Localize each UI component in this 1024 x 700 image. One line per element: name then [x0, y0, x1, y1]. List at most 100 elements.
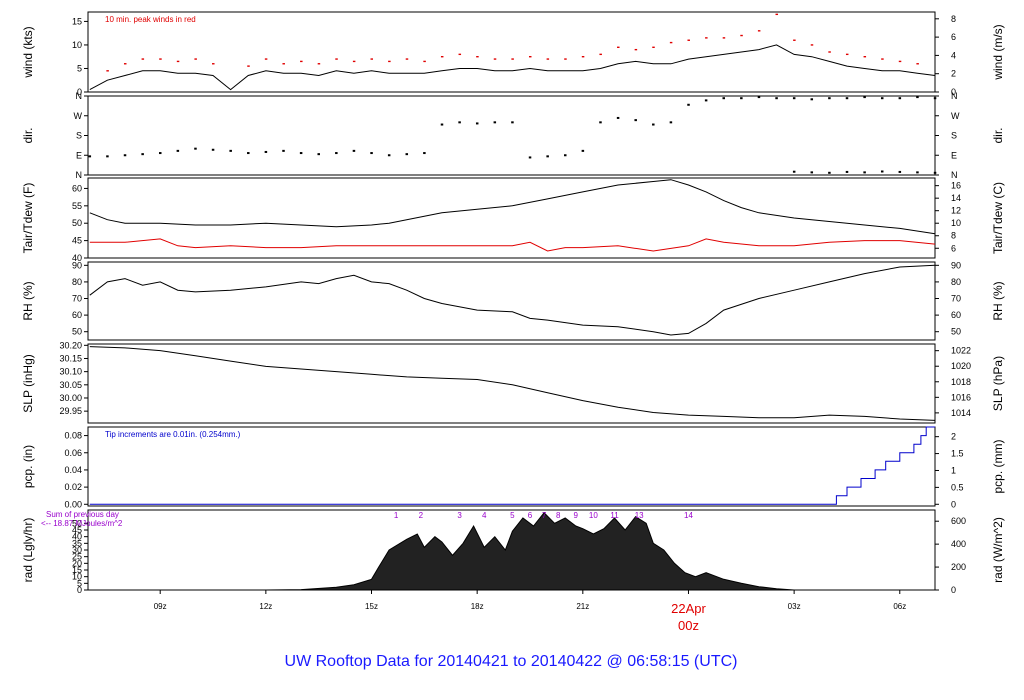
dir-point — [387, 154, 391, 157]
panel-frame — [87, 11, 936, 93]
y-tick-label-left: 0.04 — [64, 465, 82, 475]
y-tick-label-right: 90 — [951, 260, 961, 270]
peak-wind-point — [722, 37, 726, 39]
y-tick-label-right: 14 — [951, 193, 961, 203]
x-tick-label: 00z — [678, 618, 699, 633]
peak-wind-point — [687, 39, 690, 41]
y-tick-label-right: 1018 — [951, 377, 971, 387]
y-tick-label-left: 30.00 — [59, 393, 82, 403]
dir-point — [546, 155, 549, 158]
dir-point — [440, 123, 444, 126]
y-tick-label-right: 12 — [951, 206, 961, 216]
y-tick-label-left: W — [74, 111, 83, 121]
x-date-label: 22Apr — [671, 601, 706, 616]
y-tick-label-left: 29.95 — [59, 406, 82, 416]
peak-wind-point — [528, 56, 532, 58]
y-tick-label-left: 45 — [72, 236, 82, 246]
peak-wind-point — [669, 41, 673, 44]
peak-wind-point — [370, 58, 374, 60]
peak-wind-point — [775, 13, 779, 16]
y-tick-label-left: 0.02 — [64, 482, 82, 492]
y-axis-label-left: RH (%) — [21, 281, 35, 320]
peak-wind-point — [141, 58, 145, 60]
dir-point — [687, 103, 690, 106]
y-tick-label-right: 1014 — [951, 408, 971, 418]
y-tick-label-left: 0.06 — [64, 448, 82, 458]
panel-frame — [87, 426, 936, 507]
hour-marker-label: 9 — [574, 511, 579, 520]
footer-title: UW Rooftop Data for 20140421 to 20140422… — [285, 653, 738, 670]
dir-point — [264, 150, 268, 153]
dir-point — [916, 96, 919, 99]
dir-point — [176, 149, 180, 152]
dir-point — [828, 97, 831, 100]
peak-wind-point — [264, 58, 268, 60]
y-tick-label-left: 30.10 — [59, 367, 82, 377]
dir-point — [810, 171, 814, 174]
radiation-annotation: Sum of previous day — [46, 510, 119, 519]
y-tick-label-right: S — [951, 131, 957, 141]
x-tick-label: 12z — [259, 602, 272, 611]
series-line — [89, 264, 936, 336]
y-tick-label-left: 30.15 — [59, 353, 82, 363]
dir-point — [335, 152, 338, 155]
y-tick-label-left: 0 — [77, 87, 82, 97]
peak-wind-point — [159, 58, 162, 60]
y-tick-label-left: 50 — [72, 518, 82, 528]
x-tick-label: 09z — [154, 602, 167, 611]
dir-point — [493, 121, 497, 124]
y-tick-label-left: S — [76, 131, 82, 141]
dir-point — [247, 152, 250, 155]
dir-point — [475, 122, 479, 125]
x-tick-label: 18z — [471, 602, 484, 611]
peak-wind-point — [123, 63, 127, 65]
dir-point — [845, 97, 849, 100]
dir-point — [352, 149, 356, 152]
y-axis-label-left: Tair/Tdew (F) — [21, 183, 35, 254]
dir-point — [211, 148, 215, 151]
dir-point — [863, 96, 866, 99]
y-tick-label-right: 0 — [951, 87, 956, 97]
hour-marker-label: 11 — [610, 511, 619, 520]
peak-wind-point — [881, 58, 884, 60]
y-tick-label-right: 1.5 — [951, 449, 964, 459]
y-tick-label-left: 80 — [72, 277, 82, 287]
dir-point — [405, 153, 409, 156]
peak-wind-point — [388, 60, 391, 63]
y-tick-label-right: 16 — [951, 181, 961, 191]
dir-point — [740, 97, 743, 100]
peak-wind-point — [617, 46, 620, 48]
y-tick-label-left: 0 — [77, 585, 82, 595]
dir-point — [581, 149, 585, 152]
dir-point — [528, 156, 532, 159]
dir-point — [564, 154, 567, 157]
panel-frame — [87, 177, 936, 259]
precip-line — [89, 426, 935, 505]
y-tick-label-left: 40 — [72, 253, 82, 263]
y-tick-label-right: W — [951, 111, 960, 121]
y-tick-label-left: 45 — [72, 525, 82, 535]
y-tick-label-right: 0 — [951, 585, 956, 595]
dir-point — [757, 96, 761, 99]
peak-wind-point — [793, 39, 796, 41]
y-tick-label-right: 70 — [951, 294, 961, 304]
y-tick-label-right: E — [951, 150, 957, 160]
y-tick-label-right: 10 — [951, 218, 961, 228]
dir-point — [511, 121, 514, 124]
y-tick-label-left: 5 — [77, 63, 82, 73]
radiation-area — [89, 511, 935, 591]
y-axis-label-right: rad (W/m^2) — [991, 517, 1005, 583]
dir-point — [229, 149, 232, 152]
dir-point — [916, 171, 919, 174]
peak-wind-point — [405, 58, 409, 60]
dir-point — [88, 155, 92, 158]
peak-wind-point — [352, 60, 356, 63]
hour-marker-label: 10 — [589, 511, 598, 520]
panel-frame — [87, 95, 936, 176]
y-tick-label-right: 60 — [951, 310, 961, 320]
panel-annotation: 10 min. peak winds in red — [105, 15, 196, 24]
dir-point — [423, 152, 426, 155]
y-tick-label-right: 2 — [951, 432, 956, 442]
